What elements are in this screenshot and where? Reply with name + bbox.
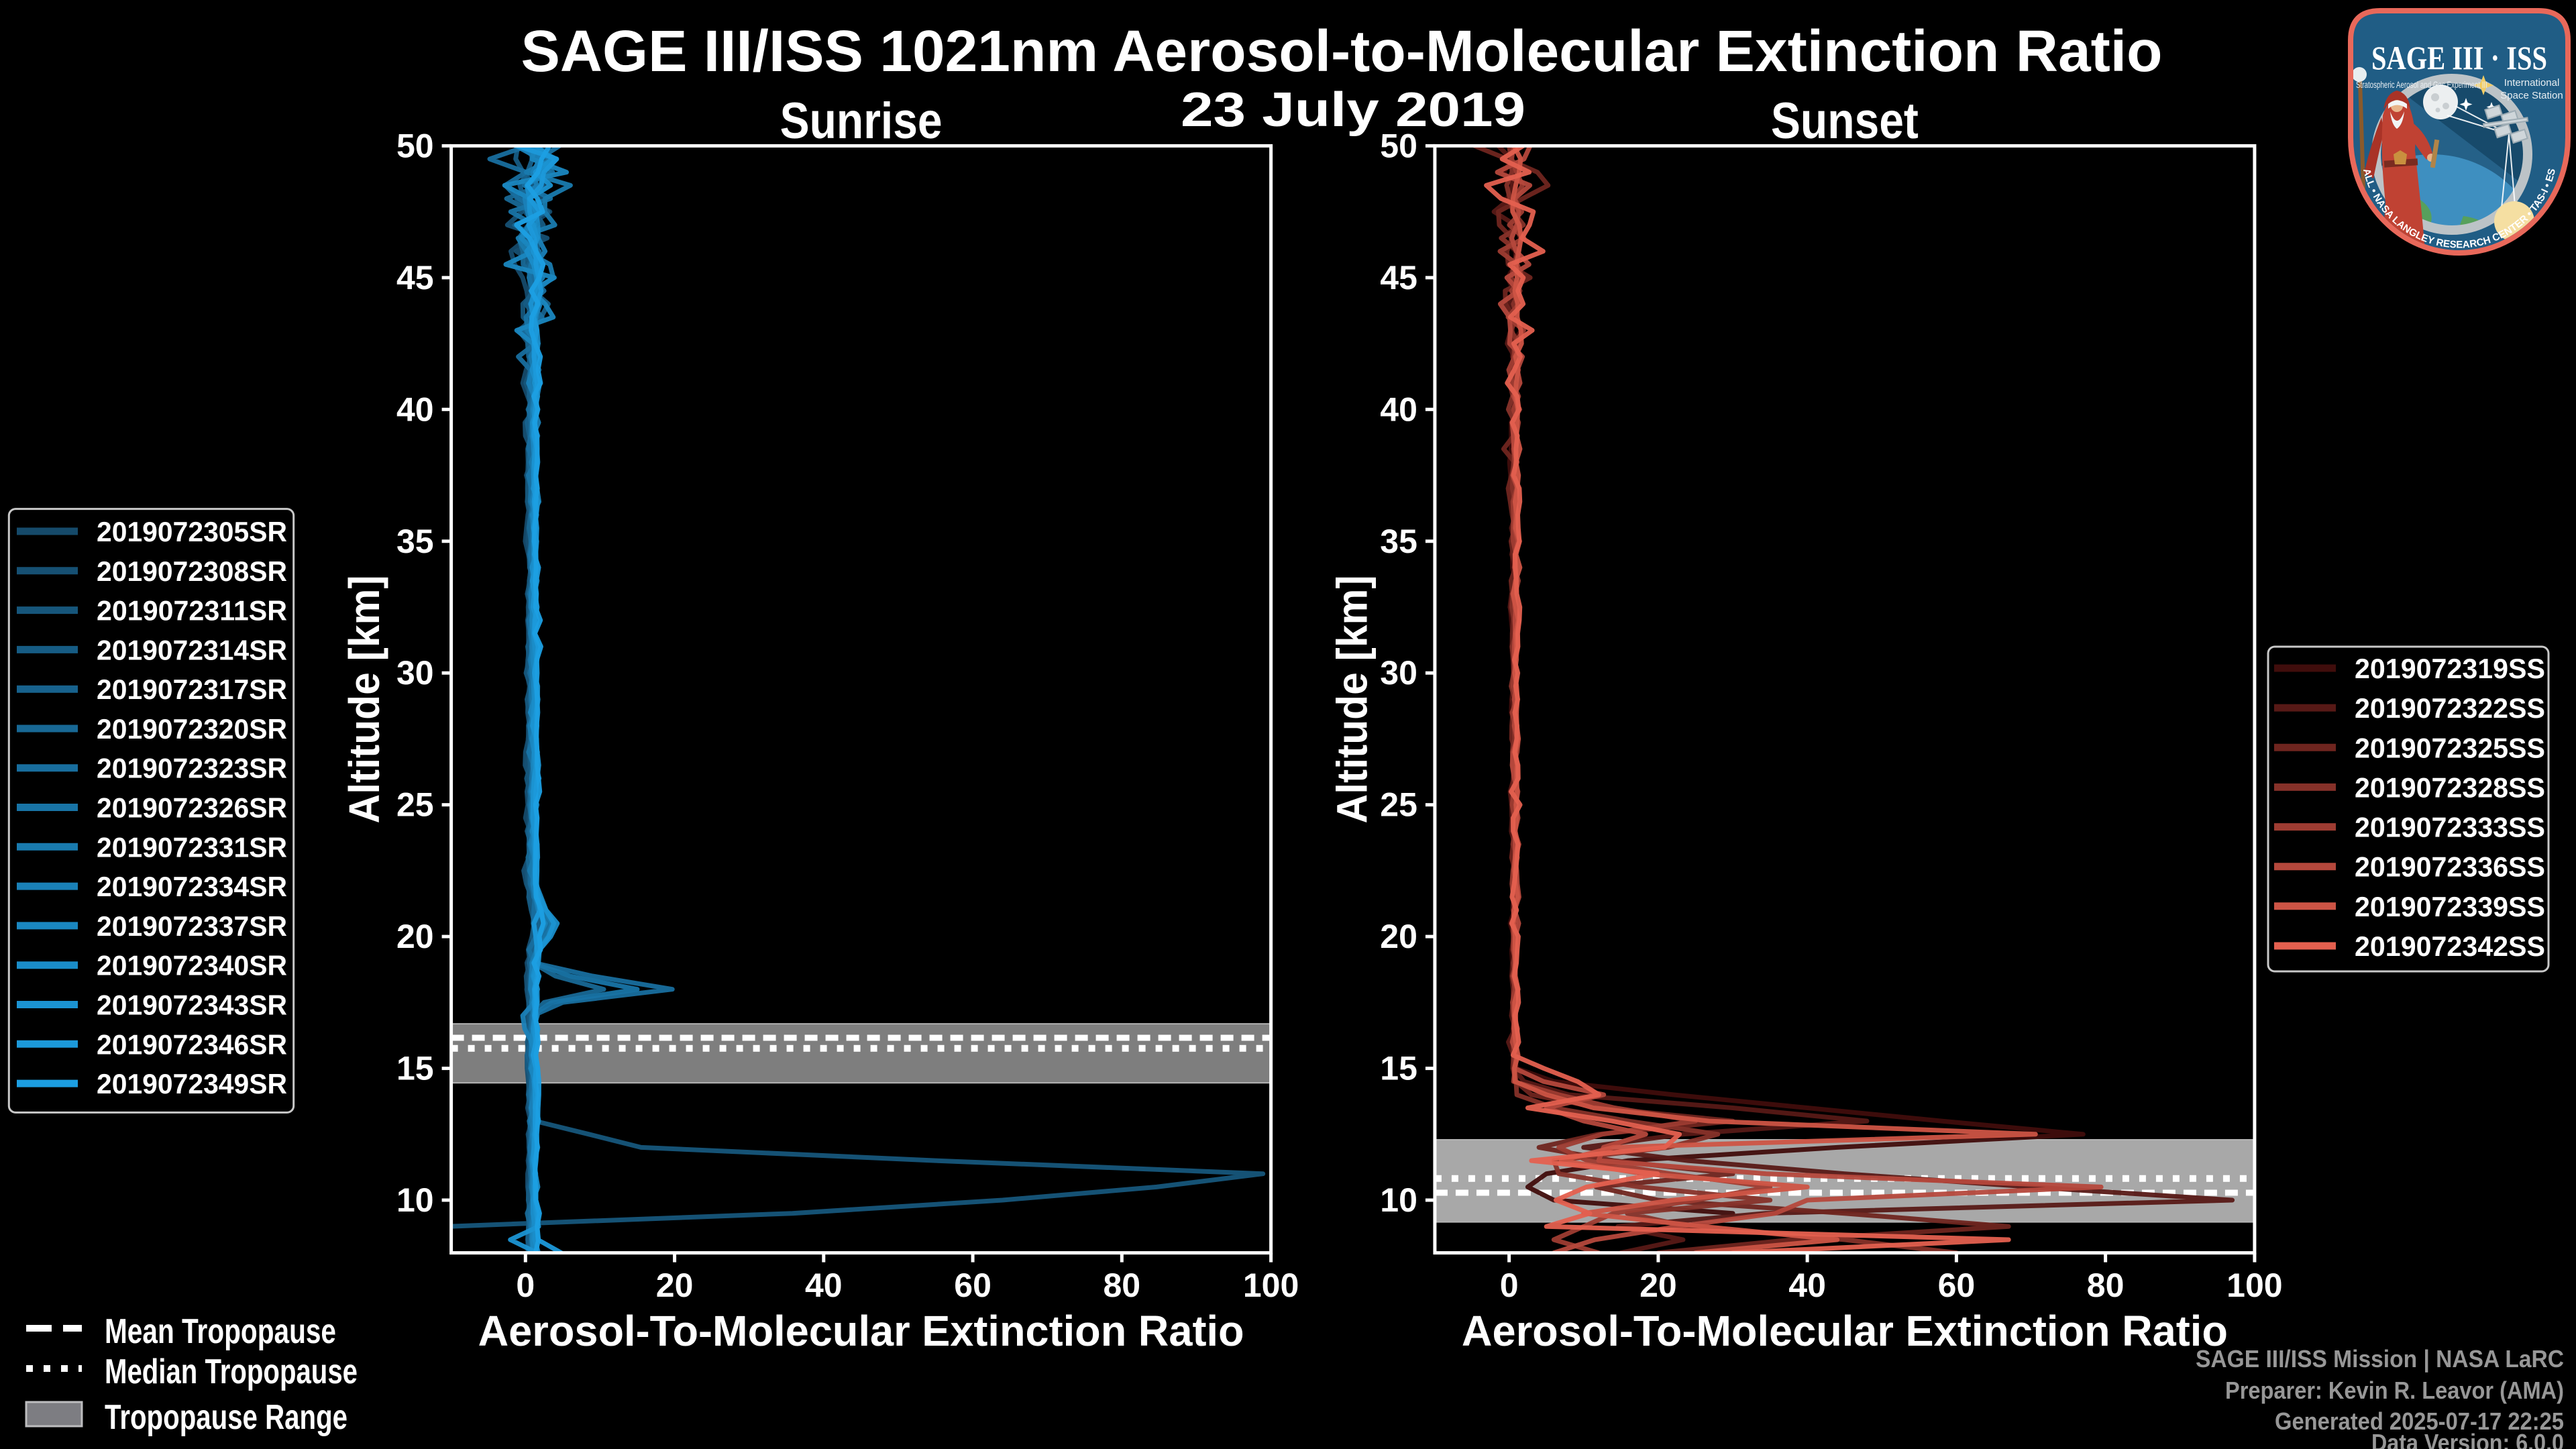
svg-text:2019072308SR: 2019072308SR bbox=[97, 555, 287, 587]
svg-text:20: 20 bbox=[1640, 1267, 1677, 1304]
svg-text:2019072328SS: 2019072328SS bbox=[2355, 771, 2545, 803]
svg-text:2019072336SS: 2019072336SS bbox=[2355, 851, 2545, 883]
svg-text:0: 0 bbox=[1500, 1267, 1519, 1304]
svg-text:50: 50 bbox=[1380, 127, 1417, 164]
svg-text:30: 30 bbox=[1380, 654, 1417, 692]
svg-text:25: 25 bbox=[396, 786, 434, 824]
svg-text:2019072349SR: 2019072349SR bbox=[97, 1068, 287, 1099]
svg-text:40: 40 bbox=[1380, 390, 1417, 428]
svg-text:40: 40 bbox=[396, 390, 434, 428]
svg-text:Data Version: 6.0.0: Data Version: 6.0.0 bbox=[2371, 1429, 2564, 1449]
svg-text:Aerosol-To-Molecular Extinctio: Aerosol-To-Molecular Extinction Ratio bbox=[1462, 1307, 2228, 1355]
svg-text:20: 20 bbox=[656, 1267, 694, 1304]
svg-text:SAGE III/ISS 1021nm Aerosol-to: SAGE III/ISS 1021nm Aerosol-to-Molecular… bbox=[521, 19, 2163, 84]
svg-text:15: 15 bbox=[1380, 1050, 1417, 1087]
svg-text:SAGE III · ISS: SAGE III · ISS bbox=[2371, 39, 2547, 76]
svg-text:2019072305SR: 2019072305SR bbox=[97, 516, 287, 547]
svg-text:23 July 2019: 23 July 2019 bbox=[1181, 83, 1525, 137]
svg-text:2019072311SR: 2019072311SR bbox=[97, 595, 287, 627]
svg-text:20: 20 bbox=[396, 918, 434, 955]
svg-text:45: 45 bbox=[396, 259, 434, 297]
svg-text:2019072339SS: 2019072339SS bbox=[2355, 891, 2545, 922]
svg-text:60: 60 bbox=[1938, 1267, 1976, 1304]
svg-text:2019072317SR: 2019072317SR bbox=[97, 674, 287, 705]
svg-text:0: 0 bbox=[516, 1267, 535, 1304]
svg-text:Generated 2025-07-17 22:25: Generated 2025-07-17 22:25 bbox=[2275, 1407, 2564, 1435]
svg-text:International: International bbox=[2504, 77, 2560, 89]
svg-text:40: 40 bbox=[805, 1267, 843, 1304]
svg-text:2019072319SS: 2019072319SS bbox=[2355, 653, 2545, 684]
svg-text:2019072322SS: 2019072322SS bbox=[2355, 692, 2545, 724]
svg-text:2019072342SS: 2019072342SS bbox=[2355, 930, 2545, 962]
svg-text:Mean Tropopause: Mean Tropopause bbox=[105, 1312, 336, 1351]
svg-text:2019072337SR: 2019072337SR bbox=[97, 910, 287, 942]
svg-text:80: 80 bbox=[1103, 1267, 1140, 1304]
svg-text:Sunset: Sunset bbox=[1771, 93, 1919, 150]
svg-text:2019072320SR: 2019072320SR bbox=[97, 713, 287, 745]
svg-text:25: 25 bbox=[1380, 786, 1417, 824]
svg-text:80: 80 bbox=[2087, 1267, 2125, 1304]
svg-text:Tropopause Range: Tropopause Range bbox=[105, 1398, 347, 1437]
svg-text:SAGE III/ISS Mission | NASA La: SAGE III/ISS Mission | NASA LaRC bbox=[2196, 1345, 2564, 1373]
svg-text:2019072333SS: 2019072333SS bbox=[2355, 812, 2545, 843]
svg-text:50: 50 bbox=[396, 127, 434, 164]
svg-text:35: 35 bbox=[396, 523, 434, 560]
svg-text:2019072346SR: 2019072346SR bbox=[97, 1028, 287, 1060]
svg-text:15: 15 bbox=[396, 1050, 434, 1087]
svg-text:Sunrise: Sunrise bbox=[780, 93, 943, 150]
svg-text:Altitude [km]: Altitude [km] bbox=[340, 576, 388, 824]
svg-text:Median Tropopause: Median Tropopause bbox=[105, 1352, 358, 1391]
svg-text:Stratospheric Aerosol and Gas: Stratospheric Aerosol and Gas Experiment… bbox=[2356, 79, 2487, 90]
svg-text:100: 100 bbox=[1243, 1267, 1299, 1304]
svg-text:20: 20 bbox=[1380, 918, 1417, 955]
svg-text:60: 60 bbox=[954, 1267, 991, 1304]
svg-text:2019072340SR: 2019072340SR bbox=[97, 950, 287, 981]
svg-text:2019072343SR: 2019072343SR bbox=[97, 989, 287, 1021]
svg-text:Space Station: Space Station bbox=[2500, 90, 2563, 101]
svg-text:2019072314SR: 2019072314SR bbox=[97, 634, 287, 665]
svg-text:2019072331SR: 2019072331SR bbox=[97, 831, 287, 863]
svg-text:100: 100 bbox=[2226, 1267, 2282, 1304]
svg-text:2019072323SR: 2019072323SR bbox=[97, 753, 287, 784]
svg-text:2019072334SR: 2019072334SR bbox=[97, 871, 287, 902]
svg-text:Preparer: Kevin R. Leavor (AMA: Preparer: Kevin R. Leavor (AMA) bbox=[2225, 1377, 2564, 1404]
svg-text:2019072326SR: 2019072326SR bbox=[97, 792, 287, 824]
svg-text:40: 40 bbox=[1788, 1267, 1826, 1304]
svg-text:45: 45 bbox=[1380, 259, 1417, 297]
svg-text:Altitude [km]: Altitude [km] bbox=[1328, 576, 1376, 824]
svg-text:10: 10 bbox=[396, 1181, 434, 1219]
svg-text:35: 35 bbox=[1380, 523, 1417, 560]
svg-text:30: 30 bbox=[396, 654, 434, 692]
svg-text:2019072325SS: 2019072325SS bbox=[2355, 732, 2545, 763]
svg-text:Aerosol-To-Molecular Extinctio: Aerosol-To-Molecular Extinction Ratio bbox=[478, 1307, 1244, 1355]
svg-text:10: 10 bbox=[1380, 1181, 1417, 1219]
